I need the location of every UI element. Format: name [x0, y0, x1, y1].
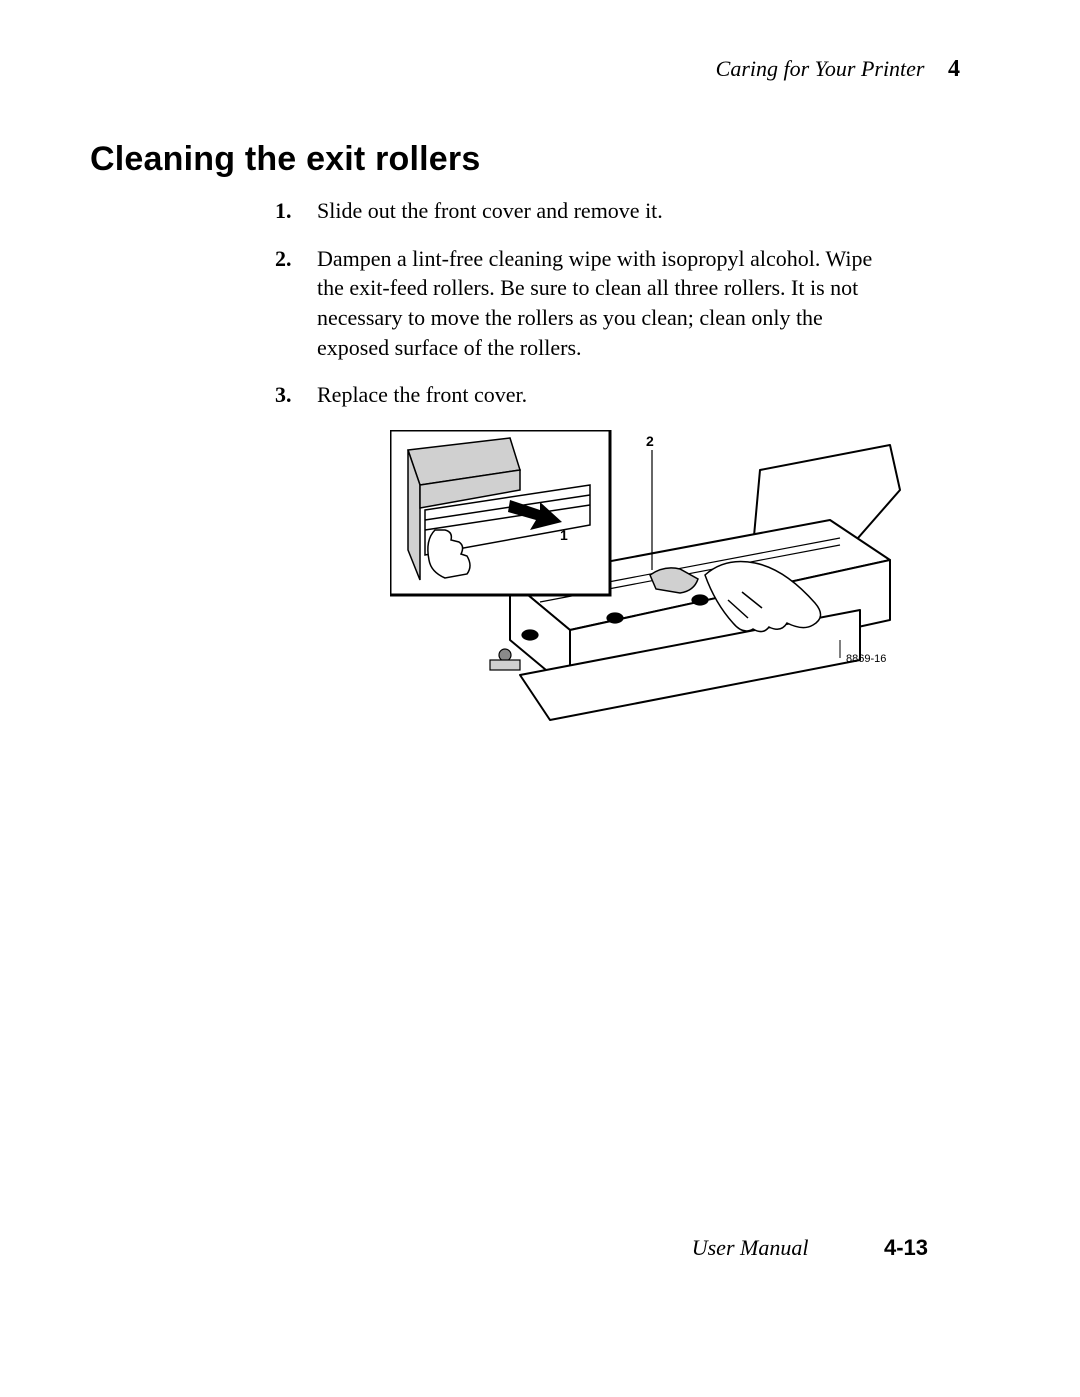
page-number: 4-13 — [884, 1235, 928, 1260]
printer-diagram-icon: 1 2 8869-16 — [390, 430, 920, 730]
section-title: Cleaning the exit rollers — [90, 140, 480, 179]
list-item: 3. Replace the front cover. — [275, 380, 895, 410]
step-number: 2. — [275, 244, 292, 274]
figure-callout-1: 1 — [560, 527, 568, 543]
running-title: Caring for Your Printer — [716, 56, 925, 81]
figure-exit-rollers: 1 2 8869-16 — [390, 430, 920, 730]
footer-label: User Manual — [692, 1235, 809, 1260]
step-number: 3. — [275, 380, 292, 410]
figure-ref-number: 8869-16 — [846, 653, 886, 665]
list-item: 1. Slide out the front cover and remove … — [275, 196, 895, 226]
page-footer: User Manual 4-13 — [692, 1235, 928, 1261]
steps-list: 1. Slide out the front cover and remove … — [275, 196, 895, 428]
step-text: Dampen a lint-free cleaning wipe with is… — [317, 246, 872, 360]
chapter-number: 4 — [948, 56, 960, 82]
list-item: 2. Dampen a lint-free cleaning wipe with… — [275, 244, 895, 363]
step-text: Slide out the front cover and remove it. — [317, 198, 663, 223]
step-number: 1. — [275, 196, 292, 226]
running-header: Caring for Your Printer 4 — [716, 56, 960, 83]
figure-callout-2: 2 — [646, 433, 654, 449]
step-text: Replace the front cover. — [317, 382, 527, 407]
page: Caring for Your Printer 4 Cleaning the e… — [0, 0, 1080, 1397]
